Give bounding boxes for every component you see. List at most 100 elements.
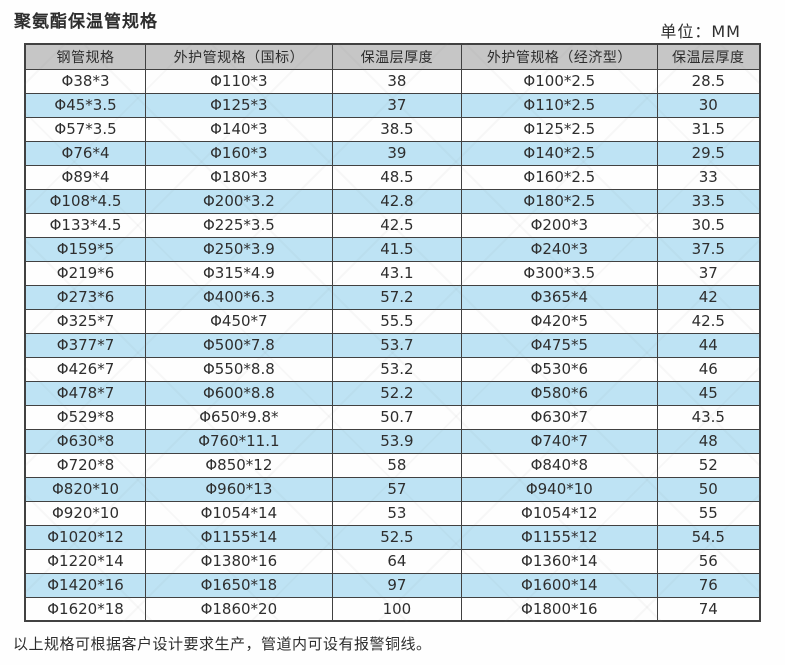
table-cell: Φ580*6 xyxy=(461,380,658,406)
table-cell: 38.5 xyxy=(331,116,463,142)
table-row: Φ89*4 Φ180*3 48.5 Φ160*2.5 33 xyxy=(24,164,761,190)
table-cell: 52.5 xyxy=(331,524,463,550)
table-cell: Φ38*3 xyxy=(24,68,147,94)
table-cell: Φ1020*12 xyxy=(24,524,147,550)
table-cell: Φ180*2.5 xyxy=(461,188,658,214)
table-cell: Φ1620*18 xyxy=(24,596,147,622)
table-row: Φ377*7 Φ500*7.8 53.7 Φ475*5 44 xyxy=(24,332,761,358)
table-cell: Φ426*7 xyxy=(24,356,147,382)
table-cell: Φ530*6 xyxy=(461,356,658,382)
table-cell: Φ110*3 xyxy=(145,68,333,94)
table-cell: Φ100*2.5 xyxy=(461,68,658,94)
table-row: Φ820*10 Φ960*13 57 Φ940*10 50 xyxy=(24,476,761,502)
table-cell: Φ500*7.8 xyxy=(145,332,333,358)
table-cell: 58 xyxy=(331,452,463,478)
table-cell: Φ325*7 xyxy=(24,308,147,334)
table-row: Φ426*7 Φ550*8.8 53.2 Φ530*6 46 xyxy=(24,356,761,382)
table-row: Φ219*6 Φ315*4.9 43.1 Φ300*3.5 37 xyxy=(24,260,761,286)
table-cell: 50.7 xyxy=(331,404,463,430)
header-cell-1: 外护管规格（国标） xyxy=(145,43,333,70)
table-cell: Φ300*3.5 xyxy=(461,260,658,286)
table-cell: 50 xyxy=(656,476,761,502)
table-cell: Φ630*8 xyxy=(24,428,147,454)
table-cell: 44 xyxy=(656,332,761,358)
table-cell: 45 xyxy=(656,380,761,406)
spec-table-container: 钢管规格 外护管规格（国标） 保温层厚度 外护管规格（经济型） 保温层厚度 Φ38*3 Φ… xyxy=(24,43,761,622)
table-row: Φ720*8 Φ850*12 58 Φ840*8 52 xyxy=(24,452,761,478)
table-cell: 57.2 xyxy=(331,284,463,310)
table-cell: 76 xyxy=(656,572,761,598)
page-title: 聚氨酯保温管规格 xyxy=(14,12,158,32)
table-cell: 33.5 xyxy=(656,188,761,214)
table-row: Φ133*4.5 Φ225*3.5 42.5 Φ200*3 30.5 xyxy=(24,212,761,238)
table-cell: Φ125*2.5 xyxy=(461,116,658,142)
table-cell: 29.5 xyxy=(656,140,761,166)
spec-table: 钢管规格 外护管规格（国标） 保温层厚度 外护管规格（经济型） 保温层厚度 Φ38*3 Φ… xyxy=(24,43,761,622)
table-cell: Φ1155*14 xyxy=(145,524,333,550)
table-cell: 100 xyxy=(331,596,463,622)
table-cell: 55.5 xyxy=(331,308,463,334)
table-cell: Φ250*3.9 xyxy=(145,236,333,262)
table-cell: Φ450*7 xyxy=(145,308,333,334)
table-cell: 42.5 xyxy=(656,308,761,334)
table-row: Φ1420*16 Φ1650*18 97 Φ1600*14 76 xyxy=(24,572,761,598)
table-cell: Φ720*8 xyxy=(24,452,147,478)
table-row: Φ1220*14 Φ1380*16 64 Φ1360*14 56 xyxy=(24,548,761,574)
table-cell: Φ600*8.8 xyxy=(145,380,333,406)
table-cell: Φ1360*14 xyxy=(461,548,658,574)
table-cell: Φ920*10 xyxy=(24,500,147,526)
table-cell: Φ630*7 xyxy=(461,404,658,430)
table-cell: 53 xyxy=(331,500,463,526)
table-cell: 53.7 xyxy=(331,332,463,358)
header-cell-0: 钢管规格 xyxy=(24,43,147,70)
table-row: Φ45*3.5 Φ125*3 37 Φ110*2.5 30 xyxy=(24,92,761,118)
table-cell: 43.1 xyxy=(331,260,463,286)
table-cell: Φ45*3.5 xyxy=(24,92,147,118)
table-cell: 38 xyxy=(331,68,463,94)
table-cell: 37.5 xyxy=(656,236,761,262)
table-cell: Φ760*11.1 xyxy=(145,428,333,454)
table-cell: 37 xyxy=(331,92,463,118)
header-cell-2: 保温层厚度 xyxy=(331,43,463,70)
table-cell: Φ180*3 xyxy=(145,164,333,190)
table-cell: Φ850*12 xyxy=(145,452,333,478)
table-cell: 56 xyxy=(656,548,761,574)
table-cell: Φ160*3 xyxy=(145,140,333,166)
table-cell: Φ529*8 xyxy=(24,404,147,430)
table-cell: Φ108*4.5 xyxy=(24,188,147,214)
table-row: Φ273*6 Φ400*6.3 57.2 Φ365*4 42 xyxy=(24,284,761,310)
table-cell: Φ89*4 xyxy=(24,164,147,190)
table-cell: 74 xyxy=(656,596,761,622)
table-cell: 42.5 xyxy=(331,212,463,238)
table-cell: 97 xyxy=(331,572,463,598)
table-row: Φ76*4 Φ160*3 39 Φ140*2.5 29.5 xyxy=(24,140,761,166)
footnote: 以上规格可根据客户设计要求生产，管道内可设有报警铜线。 xyxy=(13,635,432,653)
table-cell: 55 xyxy=(656,500,761,526)
table-row: Φ920*10 Φ1054*14 53 Φ1054*12 55 xyxy=(24,500,761,526)
table-cell: 30.5 xyxy=(656,212,761,238)
table-cell: Φ219*6 xyxy=(24,260,147,286)
table-cell: Φ1420*16 xyxy=(24,572,147,598)
table-cell: 42.8 xyxy=(331,188,463,214)
table-cell: Φ1054*12 xyxy=(461,500,658,526)
table-cell: 48.5 xyxy=(331,164,463,190)
table-row: Φ38*3 Φ110*3 38 Φ100*2.5 28.5 xyxy=(24,68,761,94)
table-cell: Φ650*9.8* xyxy=(145,404,333,430)
table-cell: 64 xyxy=(331,548,463,574)
table-cell: Φ200*3 xyxy=(461,212,658,238)
table-cell: 53.2 xyxy=(331,356,463,382)
unit-label: 单位：MM xyxy=(660,22,741,41)
table-cell: 41.5 xyxy=(331,236,463,262)
table-cell: Φ140*2.5 xyxy=(461,140,658,166)
table-cell: Φ160*2.5 xyxy=(461,164,658,190)
table-cell: 52 xyxy=(656,452,761,478)
table-cell: Φ1650*18 xyxy=(145,572,333,598)
table-cell: Φ1600*14 xyxy=(461,572,658,598)
table-cell: 54.5 xyxy=(656,524,761,550)
table-cell: 48 xyxy=(656,428,761,454)
table-row: Φ1620*18 Φ1860*20 100 Φ1800*16 74 xyxy=(24,596,761,622)
table-cell: Φ1220*14 xyxy=(24,548,147,574)
table-row: Φ159*5 Φ250*3.9 41.5 Φ240*3 37.5 xyxy=(24,236,761,262)
table-cell: Φ940*10 xyxy=(461,476,658,502)
table-cell: 30 xyxy=(656,92,761,118)
